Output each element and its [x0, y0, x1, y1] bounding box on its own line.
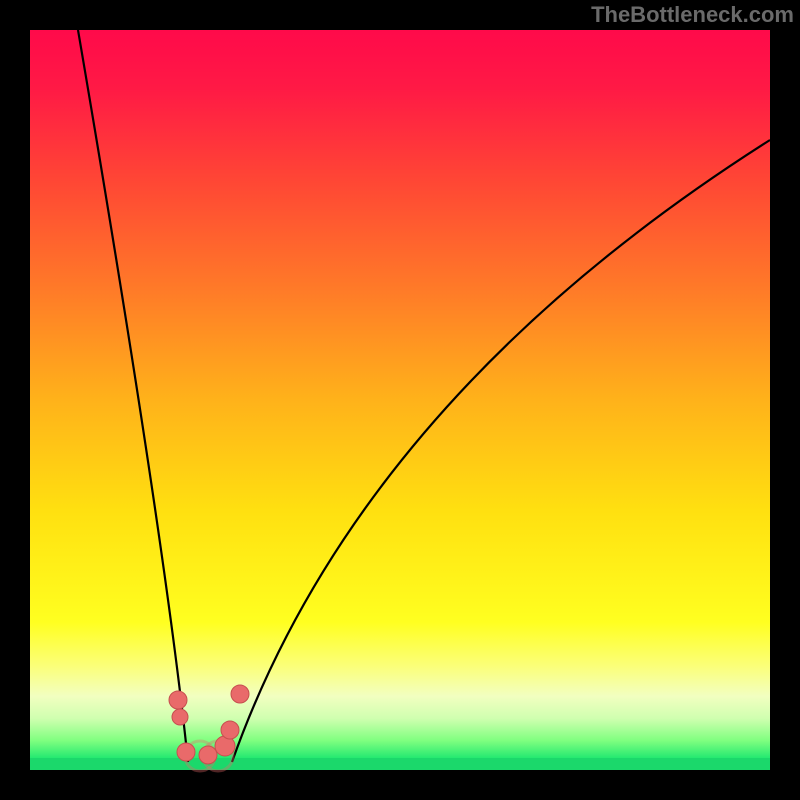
chart-svg	[0, 0, 800, 800]
data-point-2	[177, 743, 195, 761]
green-band	[30, 758, 770, 770]
data-point-1	[172, 709, 188, 725]
watermark-text: TheBottleneck.com	[591, 2, 794, 28]
data-point-0	[169, 691, 187, 709]
bottleneck-chart: TheBottleneck.com	[0, 0, 800, 800]
data-point-5	[221, 721, 239, 739]
plot-background	[30, 30, 770, 770]
data-point-3	[199, 746, 217, 764]
data-point-6	[231, 685, 249, 703]
